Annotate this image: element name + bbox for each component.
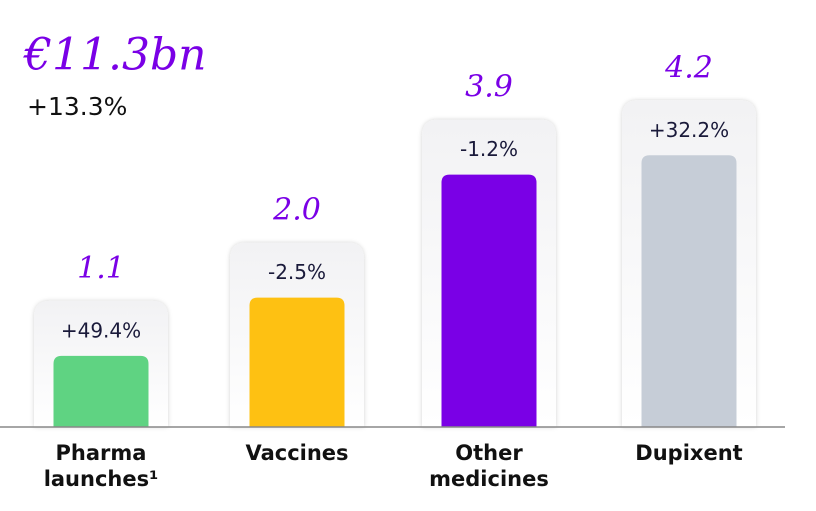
- x-tick-label: Vaccines: [245, 441, 349, 465]
- x-tick-label: Pharma launches¹: [43, 441, 159, 491]
- bar: [249, 297, 345, 427]
- growth-label: +32.2%: [649, 118, 729, 142]
- growth-label: -1.2%: [460, 137, 518, 161]
- chart-title: €11.3bn: [22, 30, 206, 81]
- x-tick-label: Other medicines: [429, 441, 549, 491]
- bar: [641, 155, 737, 428]
- value-label: 1.1: [77, 251, 125, 286]
- value-label: 3.9: [465, 70, 513, 105]
- growth-label: +49.4%: [61, 318, 141, 342]
- growth-label: -2.5%: [268, 260, 326, 284]
- bar: [441, 174, 537, 427]
- x-tick-label: Dupixent: [635, 441, 743, 465]
- bar: [53, 355, 149, 427]
- value-label: 2.0: [272, 193, 321, 228]
- value-label: 4.2: [664, 50, 713, 85]
- chart-subtitle: +13.3%: [27, 92, 127, 121]
